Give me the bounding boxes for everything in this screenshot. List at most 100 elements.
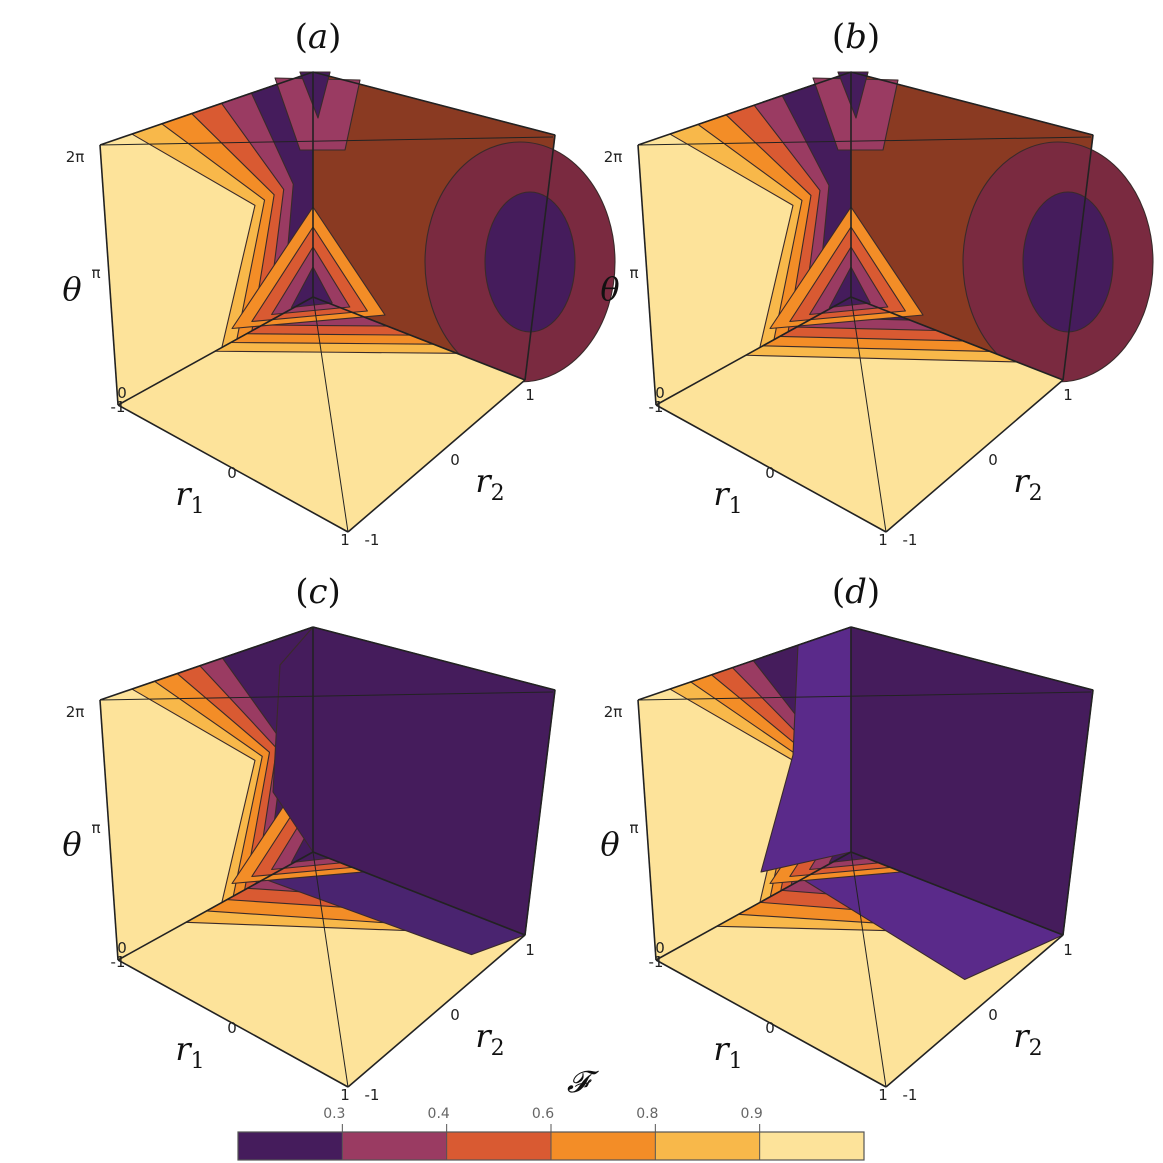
colorbar-tick-label: 0.8 [636,1106,658,1122]
r2-tick-min: -1 [903,1086,918,1104]
cube-edge [655,959,887,1088]
z-axis-label: θ [600,270,619,308]
z-tick-2pi: 2π [66,148,85,166]
colorbar-title: 𝓕 [567,1065,600,1100]
cube-edge [655,296,852,406]
z-tick-2pi: 2π [604,703,623,721]
cube-edge [885,379,1064,533]
r2-tick-mid: 0 [450,1006,460,1024]
r1-tick-max: 1 [340,531,350,549]
z-axis-label: θ [600,825,619,863]
z-axis-label: θ [62,825,81,863]
r1-axis-label: r1 [175,1030,204,1074]
cube-edge [850,851,1064,936]
colorbar: 0.3 0.4 0.6 0.8 0.9 𝓕 [237,1065,865,1161]
cube-edge [885,934,1064,1088]
cube-edge [312,296,526,381]
right-wall-contour-core [1022,191,1114,333]
colorbar-segment [342,1132,447,1160]
r2-axis-label: r2 [1013,1017,1042,1061]
colorbar-tick-label: 0.3 [323,1106,345,1122]
z-tick-pi: π [629,819,638,837]
cube-edge [850,296,1064,381]
right-wall-contour-core [484,191,576,333]
r1-tick-mid: 0 [227,464,237,482]
panel-title: (c) [295,572,341,612]
colorbar-segment [551,1132,656,1160]
cube-edge [312,851,349,1088]
r1-axis-label: r1 [713,475,742,519]
cube-edge [99,626,314,701]
cube-edge [637,626,852,701]
r1-tick-min: -1 [649,398,664,416]
r1-tick-mid: 0 [765,1019,775,1037]
cube-edge [117,296,314,406]
z-tick-0: 0 [117,384,127,402]
cube-edge [99,136,554,146]
z-tick-pi: π [91,819,100,837]
r1-tick-max: 1 [878,1086,888,1104]
cube-edge [637,144,657,406]
center-well-band [828,266,871,309]
cube-edge [637,136,1092,146]
cube-edge [637,71,852,146]
r2-tick-max: 1 [1063,386,1073,404]
r1-axis-label: r1 [713,1030,742,1074]
z-tick-0: 0 [655,939,665,957]
cube-edge [850,296,887,533]
cube-edge [655,404,887,533]
r2-tick-min: -1 [365,1086,380,1104]
floor-background [118,297,525,532]
cube-edge [99,71,314,146]
z-tick-0: 0 [117,939,127,957]
panel-title: (b) [832,17,880,57]
cube-edge [312,851,526,936]
cube-edge [850,851,887,1088]
cube-edge [850,71,1094,136]
cube-edge [117,404,349,533]
cube-edge [99,144,119,406]
colorbar-segment [446,1132,551,1160]
r2-tick-mid: 0 [988,1006,998,1024]
cube-edge [99,691,554,701]
cube-edge [655,851,852,961]
r2-axis-label: r2 [475,462,504,506]
cube-edge [117,851,314,961]
r2-tick-max: 1 [525,386,535,404]
r2-axis-label: r2 [475,1017,504,1061]
r1-tick-mid: 0 [765,464,775,482]
cube-edge [637,699,657,961]
colorbar-tick-label: 0.4 [428,1106,450,1122]
colorbar-segment [238,1132,343,1160]
cube-edge [312,626,556,691]
cube-edge [524,134,556,381]
cube-edge [117,959,349,1088]
r1-axis-label: r1 [175,475,204,519]
z-tick-2pi: 2π [66,703,85,721]
cube-edge [637,691,1092,701]
cube-edge [347,379,526,533]
r2-tick-max: 1 [1063,941,1073,959]
r2-tick-mid: 0 [450,451,460,469]
z-tick-pi: π [91,264,100,282]
cube-edge [99,699,119,961]
r1-tick-min: -1 [111,953,126,971]
z-tick-0: 0 [655,384,665,402]
r2-axis-label: r2 [1013,462,1042,506]
cube-edge [524,689,556,936]
r2-tick-mid: 0 [988,451,998,469]
colorbar-tick-label: 0.6 [532,1106,554,1122]
cube-edge [1062,134,1094,381]
cube-edge [312,296,349,533]
panel-title: (a) [295,17,342,57]
z-tick-2pi: 2π [604,148,623,166]
panel-title: (d) [832,572,880,612]
colorbar-tick-label: 0.9 [741,1106,763,1122]
z-tick-pi: π [629,264,638,282]
z-axis-label: θ [62,270,81,308]
